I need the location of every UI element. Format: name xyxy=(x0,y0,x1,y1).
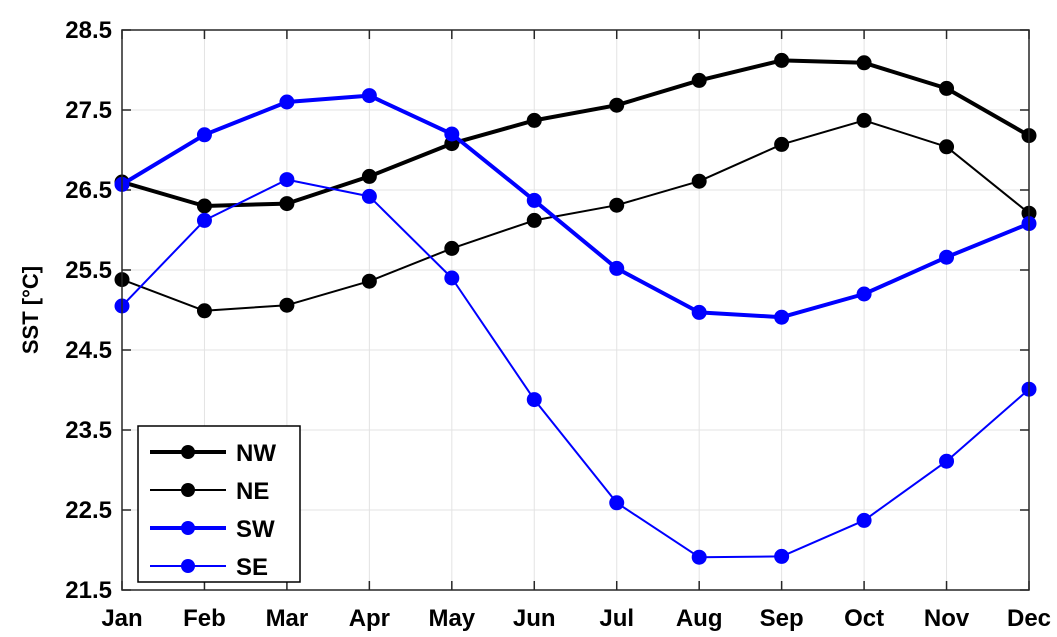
data-point-se xyxy=(444,270,460,286)
legend-marker-ne xyxy=(181,483,195,497)
data-point-sw xyxy=(361,88,377,104)
data-point-se xyxy=(856,512,872,528)
x-tick-label: Oct xyxy=(844,605,884,632)
y-tick-label: 21.5 xyxy=(65,577,112,604)
legend-marker-sw xyxy=(181,521,195,535)
series-line-se xyxy=(121,178,1030,559)
y-tick-label: 27.5 xyxy=(65,97,112,124)
data-point-ne xyxy=(361,273,377,289)
x-tick-label: Feb xyxy=(183,605,226,632)
y-tick-label: 22.5 xyxy=(65,497,112,524)
x-tick-label: Jun xyxy=(513,605,556,632)
y-axis-title: SST [°C] xyxy=(18,266,43,354)
x-tick-label: Jan xyxy=(101,605,142,632)
data-point-nw xyxy=(361,168,377,184)
data-point-se xyxy=(691,549,707,565)
data-point-sw xyxy=(444,126,460,142)
data-point-se xyxy=(279,172,295,188)
x-tick-label: Mar xyxy=(266,605,309,632)
legend-label-sw: SW xyxy=(236,516,275,543)
data-point-ne xyxy=(526,212,542,228)
data-point-ne xyxy=(774,136,790,152)
data-point-sw xyxy=(939,249,955,265)
data-point-ne xyxy=(444,240,460,256)
data-point-se xyxy=(939,453,955,469)
data-point-nw xyxy=(774,52,790,68)
data-point-sw xyxy=(526,192,542,208)
data-point-nw xyxy=(279,196,295,212)
y-tick-label: 23.5 xyxy=(65,417,112,444)
y-tick-label: 24.5 xyxy=(65,337,112,364)
plot-area-border xyxy=(121,29,1030,591)
data-point-ne xyxy=(279,297,295,313)
series-line-ne xyxy=(121,119,1030,312)
data-point-nw xyxy=(691,72,707,88)
x-tick-label: Jul xyxy=(599,605,634,632)
data-point-sw xyxy=(609,260,625,276)
y-tick-label: 26.5 xyxy=(65,177,112,204)
data-point-ne xyxy=(856,112,872,128)
data-point-sw xyxy=(196,127,212,143)
data-point-se xyxy=(526,392,542,408)
data-point-sw xyxy=(856,286,872,302)
data-point-nw xyxy=(526,112,542,128)
legend-marker-nw xyxy=(181,445,195,459)
data-point-sw xyxy=(774,309,790,325)
data-point-ne xyxy=(691,173,707,189)
x-tick-label: Sep xyxy=(760,605,804,632)
y-tick-labels: 21.5 22.5 23.5 24.5 25.5 26.5 27.5 28.5 xyxy=(65,17,112,604)
data-point-ne xyxy=(939,139,955,155)
data-point-nw xyxy=(856,55,872,71)
series-line-nw xyxy=(121,58,1030,208)
y-tick-label: 28.5 xyxy=(65,17,112,44)
x-tick-label: Apr xyxy=(349,605,390,632)
legend-marker-se xyxy=(181,559,195,573)
x-tick-label: Dec xyxy=(1007,605,1051,632)
x-tick-label: May xyxy=(428,605,475,632)
data-point-nw xyxy=(196,198,212,214)
series-line-sw xyxy=(120,93,1030,320)
data-point-nw xyxy=(609,97,625,113)
data-point-nw xyxy=(939,80,955,96)
legend-label-ne: NE xyxy=(236,478,269,505)
data-point-se xyxy=(196,212,212,228)
data-point-sw xyxy=(691,304,707,320)
series-ne xyxy=(114,112,1037,319)
data-point-ne xyxy=(609,197,625,213)
data-point-se xyxy=(609,495,625,511)
legend-label-se: SE xyxy=(236,554,268,581)
legend: NW NE SW SE xyxy=(137,425,301,583)
x-tick-label: Aug xyxy=(676,605,723,632)
series-sw xyxy=(114,88,1037,325)
data-point-ne xyxy=(196,303,212,319)
legend-label-nw: NW xyxy=(236,440,276,467)
y-tick-label: 25.5 xyxy=(65,257,112,284)
x-tick-label: Nov xyxy=(924,605,970,632)
x-tick-labels: Jan Feb Mar Apr May Jun Jul Aug Sep Oct Nov Dec xyxy=(101,605,1051,632)
data-point-se xyxy=(361,188,377,204)
data-point-sw xyxy=(279,94,295,110)
data-point-se xyxy=(774,548,790,564)
